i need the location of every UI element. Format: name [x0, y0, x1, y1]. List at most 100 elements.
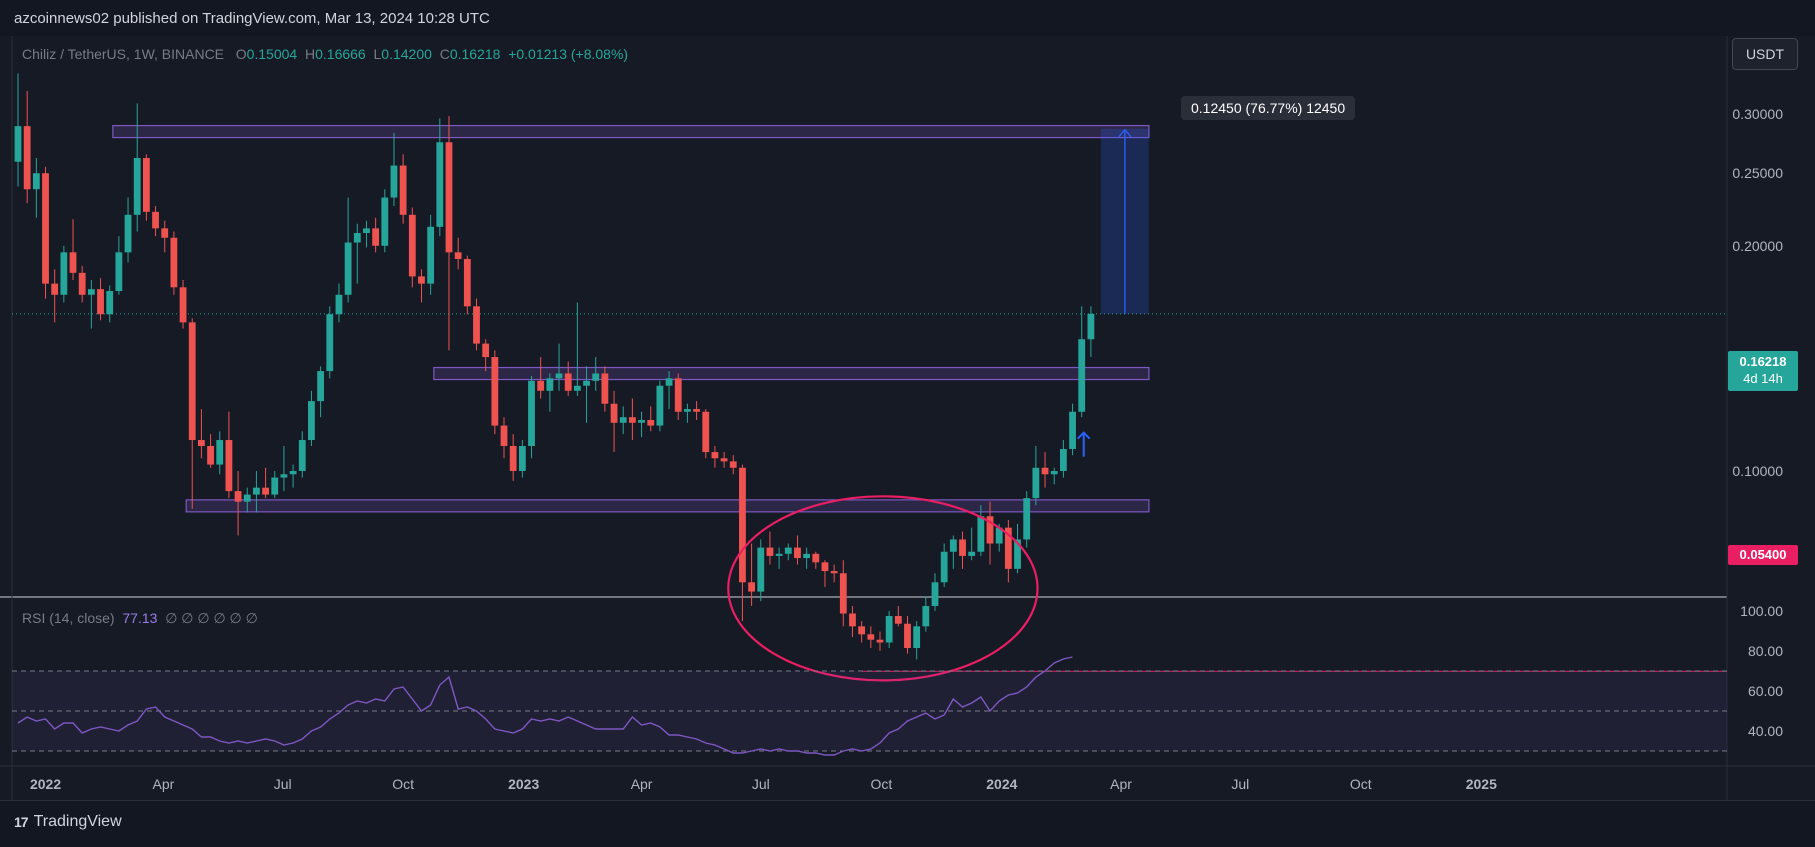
- candle-body: [803, 553, 811, 559]
- candle-body: [583, 380, 590, 386]
- candle-body: [1023, 498, 1031, 540]
- candle-body: [326, 314, 334, 372]
- candle-body: [454, 252, 462, 260]
- candle-body: [161, 228, 169, 238]
- rsi-value: 77.13: [122, 610, 158, 626]
- candle-body: [436, 142, 444, 227]
- publish-text: azcoinnews02 published on TradingView.co…: [14, 10, 490, 27]
- price-axis-label: 0.10000: [1732, 463, 1783, 479]
- candle-body: [766, 547, 774, 556]
- candle-body: [381, 197, 389, 246]
- candle-body: [720, 458, 728, 462]
- candle-body: [363, 228, 370, 234]
- candle-body: [262, 487, 269, 495]
- candle-body: [399, 165, 407, 215]
- time-axis-label: Apr: [1110, 776, 1132, 792]
- candle-body: [97, 289, 104, 315]
- candle-body: [298, 440, 306, 471]
- candle-body: [243, 494, 251, 502]
- candle-body: [253, 487, 260, 495]
- rsi-pane: [12, 656, 1727, 756]
- candle-body: [931, 582, 939, 607]
- candle-body: [1069, 411, 1076, 450]
- low-value: 0.14200: [381, 46, 432, 62]
- candle-body: [564, 373, 572, 391]
- candle-body: [115, 252, 123, 292]
- candle-body: [757, 547, 765, 592]
- measure-arrowhead: [1118, 128, 1132, 138]
- candle-body: [959, 539, 966, 556]
- time-axis-label: Oct: [392, 776, 414, 792]
- candle-body: [647, 419, 655, 426]
- candle-body: [234, 491, 242, 502]
- rsi-axis-label: 100.00: [1740, 603, 1783, 619]
- currency-button[interactable]: USDT: [1732, 38, 1798, 70]
- candle-body: [14, 126, 22, 162]
- time-axis-label: 2025: [1466, 776, 1497, 792]
- candle-body: [693, 409, 700, 412]
- candle-body: [317, 371, 325, 402]
- candle-body: [638, 419, 645, 423]
- candle-body: [922, 606, 930, 627]
- up-arrow-head: [1077, 431, 1091, 440]
- chart-background: [0, 36, 1815, 800]
- candle-body: [628, 417, 636, 423]
- candle-body: [1078, 339, 1086, 412]
- price-axis-label: 0.30000: [1732, 106, 1783, 122]
- tradingview-logo-text: TradingView: [33, 813, 122, 830]
- candle-body: [427, 226, 435, 284]
- candle-body: [555, 373, 563, 379]
- candle-body: [1087, 313, 1095, 340]
- candle-body: [665, 378, 673, 386]
- candle-body: [418, 276, 425, 284]
- candle-body: [821, 562, 829, 572]
- candle-body: [748, 582, 755, 592]
- axis-layer: 0.30000 0.25000 0.20000 0.10000 100.00 80.00 6…: [30, 106, 1783, 792]
- candle-body: [702, 411, 710, 453]
- resistance-zone-2: [433, 366, 1150, 381]
- candle-body: [775, 553, 783, 556]
- chart-area: [0, 36, 1815, 800]
- candle-body: [839, 573, 847, 614]
- candle-body: [546, 378, 554, 391]
- candle-body: [1014, 539, 1021, 569]
- candle-body: [500, 425, 508, 446]
- candle-body: [289, 471, 297, 475]
- rsi-axis-label: 60.00: [1748, 683, 1783, 699]
- candle-body: [1041, 467, 1049, 475]
- tradingview-logo[interactable]: 17 TradingView: [14, 813, 122, 831]
- candle-body: [904, 623, 911, 649]
- time-axis-label: Apr: [153, 776, 175, 792]
- candle-body: [42, 173, 49, 284]
- rsi-axis-label: 80.00: [1748, 643, 1783, 659]
- time-axis-label: Oct: [1350, 776, 1372, 792]
- candle-body: [518, 445, 526, 471]
- rsi-label[interactable]: RSI (14, close): [22, 610, 115, 626]
- resistance-zone-3: [185, 499, 1150, 513]
- candle-body: [528, 380, 535, 446]
- candle-body: [106, 291, 114, 315]
- high-value: 0.16666: [315, 46, 366, 62]
- candle-body: [170, 237, 178, 288]
- candle-body: [372, 228, 380, 246]
- price-axis-label: 0.25000: [1732, 165, 1783, 181]
- candle-body: [949, 539, 957, 552]
- resistance-zone-1: [112, 124, 1150, 139]
- candle-body: [913, 626, 921, 649]
- open-value: 0.15004: [246, 46, 298, 62]
- candle-body: [849, 613, 856, 627]
- symbol-label[interactable]: Chiliz / TetherUS, 1W, BINANCE: [22, 46, 225, 62]
- footer: [0, 800, 1815, 847]
- time-axis-label: Oct: [870, 776, 892, 792]
- candle-layer: [14, 73, 1095, 660]
- candle-body: [656, 385, 664, 426]
- candle-body: [69, 252, 77, 273]
- candle-body: [353, 233, 361, 243]
- candle-body: [968, 551, 976, 556]
- time-axis-label: Jul: [274, 776, 292, 792]
- annotation-layer: [727, 431, 1091, 682]
- candle-body: [225, 440, 233, 492]
- candle-body: [491, 357, 499, 426]
- candle-body: [198, 440, 205, 446]
